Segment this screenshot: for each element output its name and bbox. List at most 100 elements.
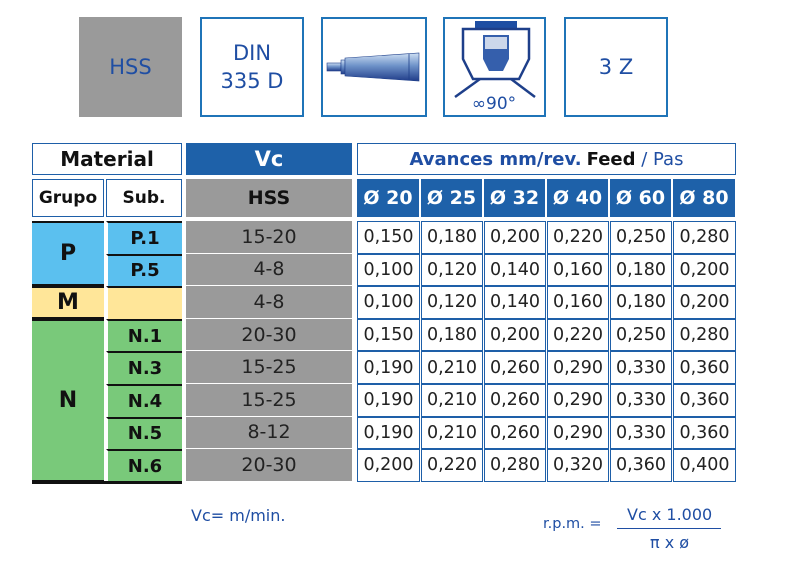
sub-cell: N.6 — [106, 449, 182, 482]
diameter-header: Ø 20 — [357, 179, 420, 217]
feed-cell: 0,250 — [610, 221, 672, 254]
feed-cell: 0,210 — [421, 416, 483, 450]
feed-cell: 0,330 — [610, 384, 672, 417]
group-cell: M — [32, 286, 104, 319]
feed-cell: 0,290 — [547, 384, 609, 417]
feed-cell: 0,280 — [484, 449, 546, 482]
feed-cell: 0,260 — [484, 416, 546, 450]
vc-cell: 15-20 — [186, 221, 352, 254]
feed-cell: 0,330 — [610, 416, 672, 450]
feed-cell: 0,190 — [357, 384, 420, 417]
rpm-denominator: π x ø — [650, 533, 690, 552]
feed-cell: 0,360 — [610, 449, 672, 482]
feed-cell: 0,360 — [673, 384, 736, 417]
rpm-numerator: Vc x 1.000 — [627, 505, 713, 524]
feed-header-sep: / — [635, 148, 654, 170]
sub-cell: N.3 — [106, 351, 182, 384]
feed-cell: 0,260 — [484, 351, 546, 384]
feed-cell: 0,280 — [673, 318, 736, 352]
feed-cell: 0,290 — [547, 351, 609, 384]
feed-cell: 0,100 — [357, 286, 420, 319]
table-bottom-rule — [32, 480, 182, 484]
sub-cell — [106, 286, 182, 319]
vc-cell: 4-8 — [186, 253, 352, 287]
drill-shank-icon — [326, 52, 420, 82]
angle-label: ∞90° — [472, 94, 516, 114]
feed-cell: 0,180 — [421, 318, 483, 352]
feed-cell: 0,360 — [673, 351, 736, 384]
diameter-header: Ø 25 — [421, 179, 483, 217]
countersink-angle-icon: ∞90° — [454, 21, 536, 114]
material-header: Material — [32, 143, 182, 175]
feed-cell: 0,260 — [484, 384, 546, 417]
feed-cell: 0,210 — [421, 384, 483, 417]
feed-cell: 0,160 — [547, 286, 609, 319]
diameter-header: Ø 32 — [484, 179, 546, 217]
sub-header: Sub. — [106, 179, 182, 217]
standard-icon-box: DIN 335 D — [200, 17, 304, 117]
standard-label: DIN 335 D — [220, 41, 284, 93]
diameter-header: Ø 80 — [673, 179, 736, 217]
group-cell: N — [32, 318, 104, 482]
vc-unit-note: Vc= m/min. — [191, 506, 286, 525]
material-label: HSS — [109, 55, 152, 79]
feed-cell: 0,160 — [547, 253, 609, 287]
feed-cell: 0,180 — [421, 221, 483, 254]
feed-cell: 0,200 — [673, 253, 736, 287]
rpm-label: r.p.m. = — [543, 516, 602, 532]
feed-cell: 0,200 — [484, 221, 546, 254]
sub-cell: N.4 — [106, 384, 182, 417]
angle-icon-box: ∞90° — [443, 17, 546, 117]
sub-cell: P.5 — [106, 253, 182, 287]
feed-cell: 0,140 — [484, 286, 546, 319]
feed-cell: 0,150 — [357, 221, 420, 254]
feed-header-title: Avances mm/rev. — [409, 148, 582, 170]
vc-cell: 15-25 — [186, 351, 352, 384]
feed-cell: 0,250 — [610, 318, 672, 352]
feed-cell: 0,220 — [547, 221, 609, 254]
vc-cell: 20-30 — [186, 449, 352, 482]
feed-header-pas: Pas — [653, 148, 684, 170]
feed-cell: 0,360 — [673, 416, 736, 450]
feed-cell: 0,150 — [357, 318, 420, 352]
vc-header: Vc — [186, 143, 352, 175]
vc-sub-header: HSS — [186, 179, 352, 217]
feed-cell: 0,180 — [610, 253, 672, 287]
feed-cell: 0,120 — [421, 286, 483, 319]
feed-cell: 0,190 — [357, 351, 420, 384]
feed-cell: 0,330 — [610, 351, 672, 384]
feed-cell: 0,200 — [673, 286, 736, 319]
feed-cell: 0,190 — [357, 416, 420, 450]
feed-header-feed: Feed — [586, 148, 636, 170]
tool-shape-icon-box — [321, 17, 427, 117]
feed-cell: 0,140 — [484, 253, 546, 287]
feed-cell: 0,320 — [547, 449, 609, 482]
material-icon-box: HSS — [79, 17, 182, 117]
feed-cell: 0,100 — [357, 253, 420, 287]
diameter-header: Ø 60 — [610, 179, 672, 217]
vc-cell: 8-12 — [186, 416, 352, 450]
teeth-icon-box: 3 Z — [564, 17, 668, 117]
feed-cell: 0,210 — [421, 351, 483, 384]
diameter-header: Ø 40 — [547, 179, 609, 217]
feed-cell: 0,290 — [547, 416, 609, 450]
vc-cell: 4-8 — [186, 286, 352, 319]
vc-cell: 15-25 — [186, 384, 352, 417]
feed-cell: 0,220 — [421, 449, 483, 482]
feed-cell: 0,220 — [547, 318, 609, 352]
feed-cell: 0,280 — [673, 221, 736, 254]
feed-cell: 0,120 — [421, 253, 483, 287]
group-cell: P — [32, 221, 104, 287]
feed-header: Avances mm/rev. Feed / Pas — [357, 143, 736, 175]
grupo-header: Grupo — [32, 179, 104, 217]
feed-cell: 0,400 — [673, 449, 736, 482]
sub-cell: P.1 — [106, 221, 182, 254]
feed-cell: 0,180 — [610, 286, 672, 319]
sub-cell: N.5 — [106, 416, 182, 450]
feed-cell: 0,200 — [357, 449, 420, 482]
sub-cell: N.1 — [106, 318, 182, 352]
teeth-label: 3 Z — [598, 55, 634, 79]
feed-cell: 0,200 — [484, 318, 546, 352]
vc-cell: 20-30 — [186, 318, 352, 352]
fraction-bar — [617, 528, 721, 529]
